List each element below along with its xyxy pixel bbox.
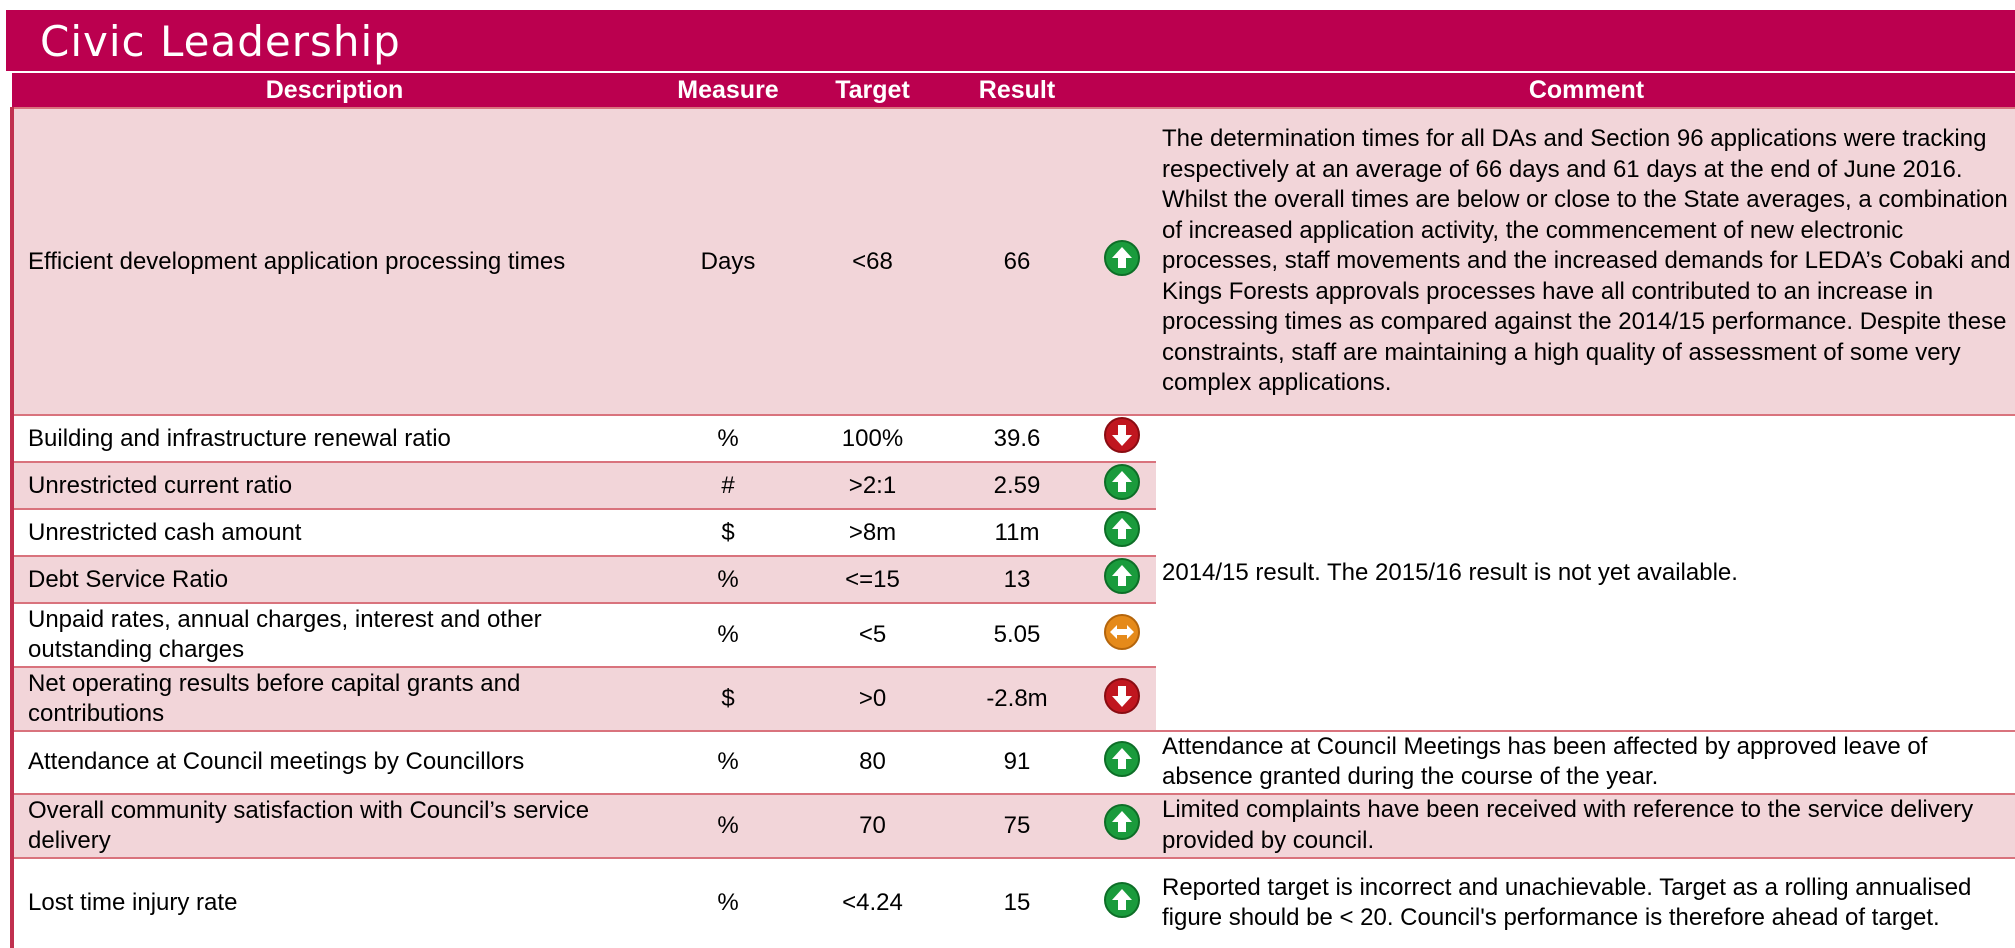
results-table: Description Measure Target Result Commen… — [10, 73, 2015, 948]
result-cell: 75 — [946, 792, 1088, 858]
target-cell: <5 — [799, 602, 946, 667]
table-row: Lost time injury rate% <4.24 15 Reported ta… — [10, 856, 2015, 948]
status-icon — [1088, 602, 1156, 667]
status-icon — [1088, 461, 1156, 509]
result-cell: 13 — [946, 555, 1088, 603]
result-cell: 2.59 — [946, 461, 1088, 509]
table-row: Building and infrastructure renewal rati… — [10, 414, 2015, 731]
description-cell: Overall community satisfaction with Coun… — [10, 792, 657, 858]
result-cell: 11m — [946, 508, 1088, 556]
page-title: Civic Leadership — [6, 10, 2015, 71]
comment-cell: Attendance at Council Meetings has been … — [1156, 730, 2015, 794]
status-icon — [1088, 730, 1156, 794]
status-icon — [1088, 107, 1156, 415]
column-header: Description — [12, 73, 657, 108]
column-header: Comment — [1156, 73, 2015, 108]
target-cell: >2:1 — [799, 461, 946, 509]
column-header: Measure — [657, 73, 799, 108]
target-cell: <68 — [799, 107, 946, 415]
description-cell: Efficient development application proces… — [10, 107, 657, 415]
table-row: Overall community satisfaction with Coun… — [10, 792, 2015, 858]
table-row: Efficient development application proces… — [10, 107, 2015, 415]
column-header — [1088, 73, 1156, 108]
status-icon — [1088, 792, 1156, 858]
column-header: Target — [799, 73, 946, 108]
header-row: Description Measure Target Result Commen… — [12, 73, 2015, 108]
table-row: Unpaid rates, annual charges, interest a… — [10, 602, 2015, 667]
target-cell: >8m — [799, 508, 946, 556]
status-icon — [1088, 414, 1156, 462]
table-row: Unrestricted cash amount $ >8m 11m — [10, 508, 2015, 556]
description-cell: Net operating results before capital gra… — [10, 666, 657, 731]
status-icon — [1088, 508, 1156, 556]
status-icon — [1088, 666, 1156, 731]
result-cell: 39.6 — [946, 414, 1088, 462]
column-header: Result — [946, 73, 1088, 108]
target-cell: 70 — [799, 792, 946, 858]
table-body: Efficient development application proces… — [10, 107, 2015, 948]
table-row: Attendance at Council meetings by Counci… — [10, 730, 2015, 794]
comment-cell: 2014/15 result. The 2015/16 result is no… — [1156, 414, 2015, 731]
measure-cell: $ — [657, 666, 799, 731]
measure-cell: # — [657, 461, 799, 509]
description-cell: Unrestricted cash amount — [10, 508, 657, 556]
result-cell: -2.8m — [946, 666, 1088, 731]
measure-cell: % — [657, 792, 799, 858]
measure-cell: % — [657, 602, 799, 667]
comment-cell: The determination times for all DAs and … — [1156, 107, 2015, 415]
table-row: Unrestricted current ratio # >2:1 2.59 — [10, 461, 2015, 509]
table-row: Debt Service Ratio% <=15 13 — [10, 555, 2015, 603]
measure-cell: % — [657, 730, 799, 794]
description-cell: Debt Service Ratio — [10, 555, 657, 603]
description-cell: Building and infrastructure renewal rati… — [10, 414, 657, 462]
description-cell: Unrestricted current ratio — [10, 461, 657, 509]
target-cell: <4.24 — [799, 856, 946, 948]
measure-cell: % — [657, 414, 799, 462]
comment-cell: Reported target is incorrect and unachie… — [1156, 856, 2015, 948]
target-cell: 80 — [799, 730, 946, 794]
table-row: Net operating results before capital gra… — [10, 666, 2015, 731]
measure-cell: $ — [657, 508, 799, 556]
measure-cell: % — [657, 856, 799, 948]
target-cell: 100% — [799, 414, 946, 462]
status-icon — [1088, 555, 1156, 603]
status-icon — [1088, 856, 1156, 948]
target-cell: >0 — [799, 666, 946, 731]
description-cell: Lost time injury rate — [10, 856, 657, 948]
measure-cell: Days — [657, 107, 799, 415]
description-cell: Unpaid rates, annual charges, interest a… — [10, 602, 657, 667]
result-cell: 15 — [946, 856, 1088, 948]
description-cell: Attendance at Council meetings by Counci… — [10, 730, 657, 794]
result-cell: 91 — [946, 730, 1088, 794]
measure-cell: % — [657, 555, 799, 603]
target-cell: <=15 — [799, 555, 946, 603]
result-cell: 66 — [946, 107, 1088, 415]
comment-cell: Limited complaints have been received wi… — [1156, 792, 2015, 858]
result-cell: 5.05 — [946, 602, 1088, 667]
